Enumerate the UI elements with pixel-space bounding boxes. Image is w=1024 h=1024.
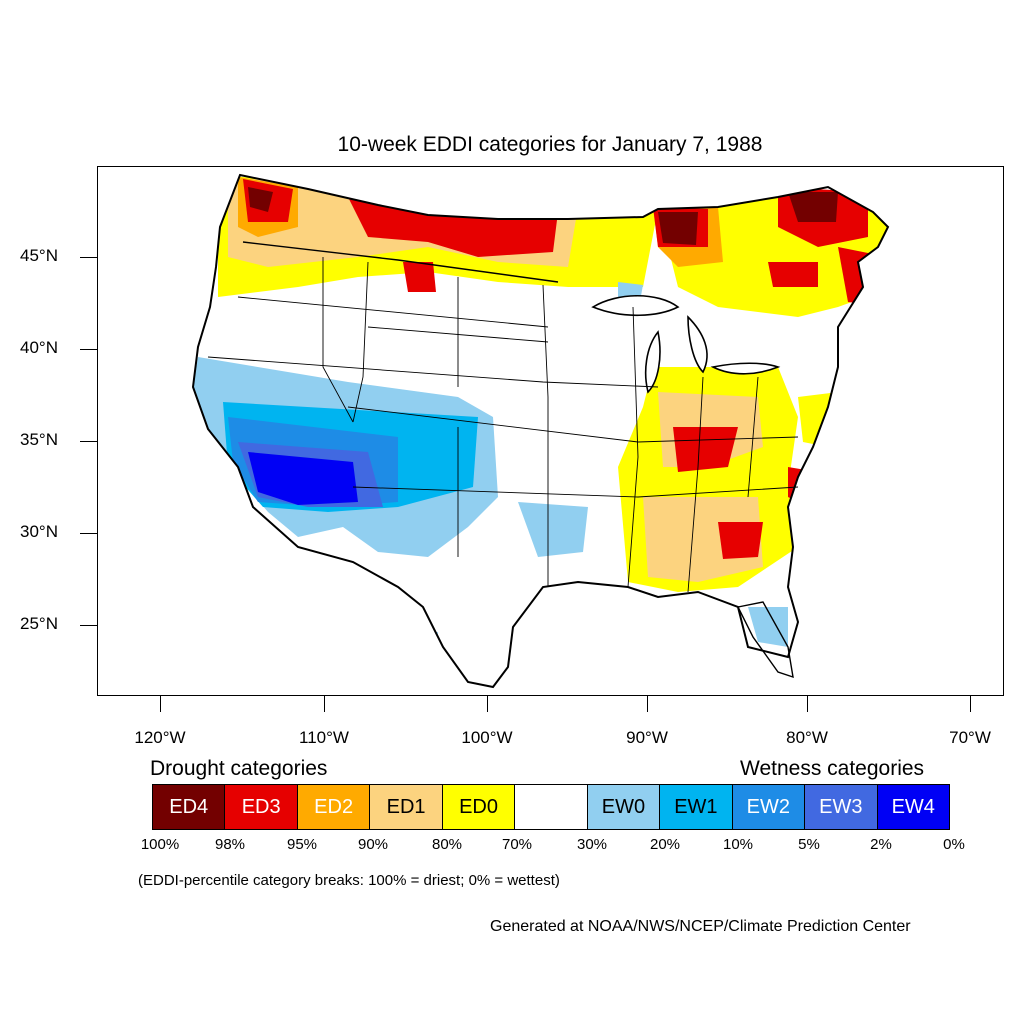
lon-tick-90 xyxy=(647,696,648,712)
lat-tick-40 xyxy=(80,349,97,350)
lon-tick-70 xyxy=(970,696,971,712)
lon-label-70: 70°W xyxy=(949,728,991,747)
lat-label-45: 45°N xyxy=(20,246,58,265)
lat-tick-25 xyxy=(80,625,97,626)
lon-label-110: 110°W xyxy=(299,728,349,747)
credit-line: Generated at NOAA/NWS/NCEP/Climate Predi… xyxy=(490,918,911,935)
lat-label-30: 30°N xyxy=(20,522,58,541)
lat-tick-45 xyxy=(80,257,97,258)
legend-cell-ed1: ED1 xyxy=(370,785,443,829)
lon-label-90: 90°W xyxy=(626,728,668,747)
legend-cell-ew3: EW3 xyxy=(805,785,878,829)
lon-tick-80 xyxy=(807,696,808,712)
legend-cell-ed4: ED4 xyxy=(153,785,226,829)
legend-cell-ed2: ED2 xyxy=(297,785,371,829)
percent-break: 20% xyxy=(649,836,681,853)
lat-tick-35 xyxy=(80,441,97,442)
percent-break: 70% xyxy=(501,836,533,853)
lon-label-100: 100°W xyxy=(461,728,513,747)
legend-cell-neutral xyxy=(515,785,588,829)
percent-break: 90% xyxy=(357,836,389,853)
legend-cell-ew1: EW1 xyxy=(660,785,733,829)
legend-cell-ed3: ED3 xyxy=(225,785,298,829)
percent-break: 95% xyxy=(286,836,318,853)
lon-label-80: 80°W xyxy=(786,728,828,747)
percent-break: 80% xyxy=(431,836,463,853)
legend-cell-ed0: ED0 xyxy=(442,785,516,829)
lat-label-35: 35°N xyxy=(20,430,58,449)
legend-cell-ew0: EW0 xyxy=(587,785,661,829)
map-canvas xyxy=(191,173,890,689)
wetness-categories-heading: Wetness categories xyxy=(740,757,925,780)
percent-break: 10% xyxy=(722,836,754,853)
lon-tick-110 xyxy=(324,696,325,712)
lon-tick-120 xyxy=(160,696,161,712)
legend-cell-ew4: EW4 xyxy=(877,785,949,829)
category-legend-bar: ED4 ED3 ED2 ED1 ED0 EW0 EW1 EW2 EW3 EW4 xyxy=(152,784,950,830)
drought-categories-heading: Drought categories xyxy=(150,757,328,780)
lon-label-120: 120°W xyxy=(134,728,186,747)
lat-tick-30 xyxy=(80,533,97,534)
lat-label-25: 25°N xyxy=(20,614,58,633)
lon-tick-100 xyxy=(487,696,488,712)
map-title: 10-week EDDI categories for January 7, 1… xyxy=(337,133,763,156)
eddi-map xyxy=(97,166,1004,696)
percent-break: 0% xyxy=(943,836,965,853)
legend-cell-ew2: EW2 xyxy=(732,785,806,829)
percent-break: 100% xyxy=(140,836,180,853)
category-breaks-note: (EDDI-percentile category breaks: 100% =… xyxy=(138,872,560,889)
lat-label-40: 40°N xyxy=(20,338,58,357)
percent-break: 98% xyxy=(214,836,246,853)
percent-break: 2% xyxy=(870,836,892,853)
percent-break: 30% xyxy=(576,836,608,853)
percent-break: 5% xyxy=(798,836,820,853)
